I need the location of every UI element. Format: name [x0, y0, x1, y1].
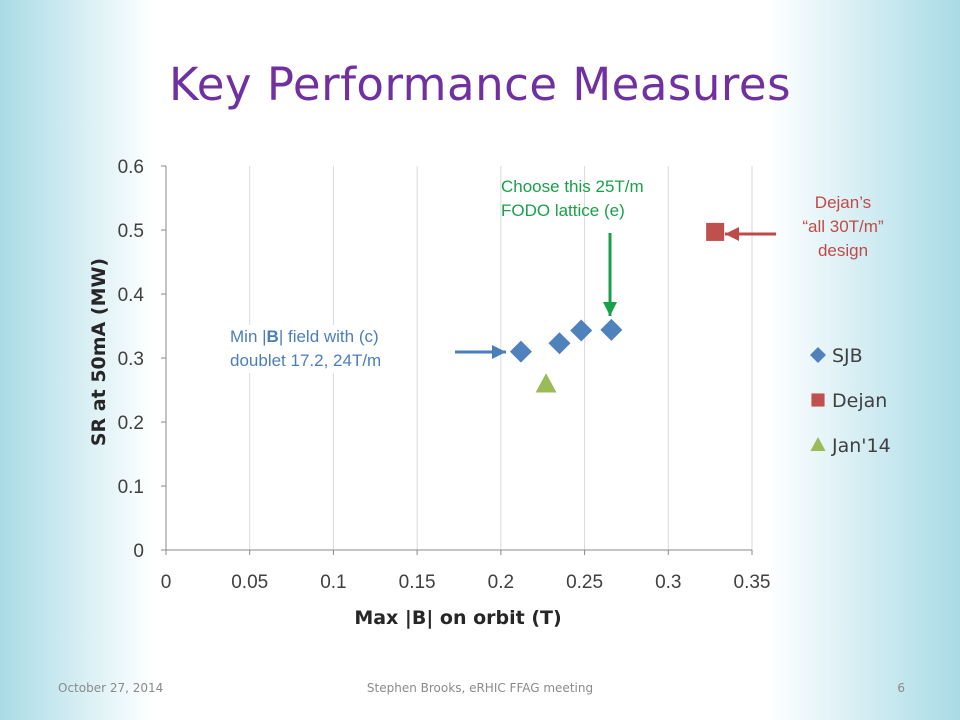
footer-presenter: Stephen Brooks, eRHIC FFAG meeting — [366, 681, 594, 695]
legend-marker-triangle — [810, 437, 826, 451]
green-arrow-head — [603, 302, 617, 316]
y-tick-label: 0.5 — [118, 221, 144, 242]
data-point-triangle — [535, 373, 557, 393]
annotation-line: design — [817, 241, 869, 260]
x-tick-label: 0.1 — [320, 572, 346, 593]
annotation-line: doublet 17.2, 24T/m — [230, 351, 382, 370]
footer-date: October 27, 2014 — [58, 681, 164, 695]
data-point-square — [706, 222, 725, 241]
annotation-dejan-design: Dejan’s “all 30T/m” design — [791, 191, 895, 263]
y-tick-label: 0.1 — [118, 477, 144, 498]
footer-page-number: 6 — [897, 681, 905, 695]
x-tick-label: 0.2 — [488, 572, 514, 593]
data-point-diamond — [570, 319, 593, 342]
annotation-line: Min |B| field with (c) — [230, 325, 381, 349]
annotation-text: Min | — [230, 327, 267, 346]
x-tick-label: 0.15 — [399, 572, 436, 593]
y-tick-label: 0 — [133, 541, 144, 562]
x-tick-label: 0.25 — [566, 572, 603, 593]
x-tick-label: 0.05 — [231, 572, 268, 593]
y-tick-label: 0.3 — [118, 349, 144, 370]
x-axis-title: Max |B| on orbit (T) — [354, 607, 561, 629]
y-tick-label: 0.6 — [118, 157, 144, 178]
annotation-bold-b: B — [266, 327, 279, 346]
y-axis-title: SR at 50mA (MW) — [88, 258, 110, 446]
annotation-line: Dejan’s — [814, 193, 872, 212]
data-point-diamond — [509, 340, 532, 363]
annotation-line: “all 30T/m” — [802, 217, 884, 236]
slide-title: Key Performance Measures — [168, 58, 792, 111]
annotation-min-field: Min |B| field with (c) doublet 17.2, 24T… — [220, 325, 392, 373]
legend-marker-square — [811, 393, 825, 407]
blue-arrow-head — [492, 345, 506, 359]
annotation-text: | field with (c) — [278, 327, 379, 346]
legend-label: Dejan — [832, 390, 887, 412]
data-point-diamond — [548, 332, 571, 355]
red-arrow-head — [725, 227, 739, 241]
annotation-line: Choose this 25T/m — [501, 177, 644, 196]
annotation-line: FODO lattice (e) — [501, 201, 625, 220]
annotation-choose-fodo: Choose this 25T/m FODO lattice (e) — [501, 175, 644, 223]
legend-marker-diamond — [810, 347, 826, 363]
x-tick-label: 0 — [161, 572, 172, 593]
data-point-diamond — [600, 318, 623, 341]
x-tick-label: 0.35 — [734, 572, 771, 593]
y-tick-label: 0.2 — [118, 413, 144, 434]
legend-label: SJB — [832, 345, 863, 367]
y-tick-label: 0.4 — [118, 285, 145, 306]
legend-label: Jan'14 — [831, 435, 891, 457]
x-tick-label: 0.3 — [655, 572, 681, 593]
